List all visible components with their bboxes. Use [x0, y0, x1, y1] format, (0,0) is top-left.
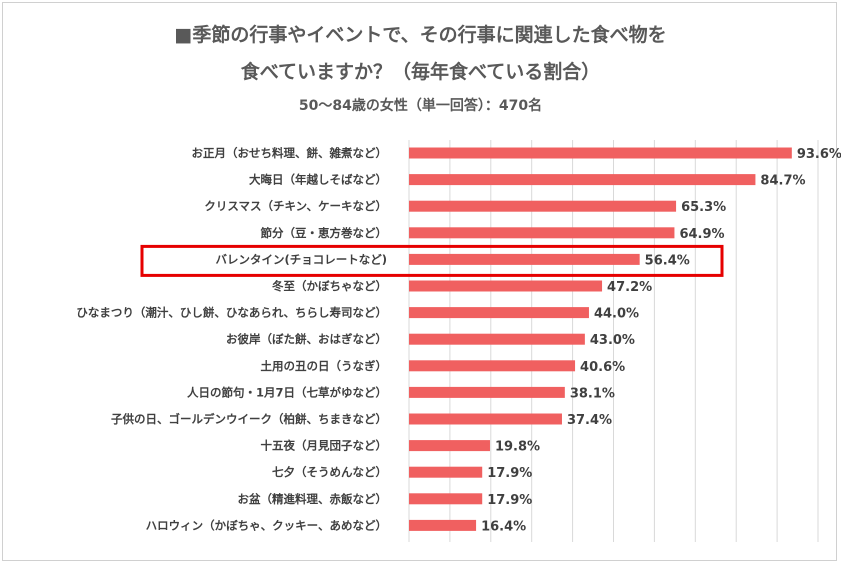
bar	[409, 200, 677, 212]
category-label: 七夕（そうめんなど）	[272, 465, 387, 479]
bar	[409, 253, 640, 265]
chart-subtitle: 50～84歳の女性（単一回答）：470名	[298, 98, 543, 114]
chart-title-line1: ■季節の行事やイベントで、その行事に関連した食べ物を	[174, 24, 667, 46]
category-label: 十五夜（月見団子など）	[261, 439, 388, 453]
bar	[409, 440, 490, 452]
value-label: 43.0%	[590, 333, 635, 348]
category-label: 人日の節句・1月7日（七草がゆなど）	[187, 385, 387, 399]
category-label: 子供の日、ゴールデンウイーク（柏餅、ちまきなど）	[111, 412, 387, 426]
bar	[409, 386, 565, 398]
bar	[409, 360, 576, 372]
value-label: 44.0%	[594, 307, 639, 322]
value-label: 84.7%	[760, 174, 805, 189]
category-label: クリスマス（チキン、ケーキなど）	[204, 199, 387, 213]
highlight-box	[140, 244, 724, 277]
category-label: お正月（おせち料理、餅、雑煮など）	[192, 146, 388, 160]
value-label: 37.4%	[567, 413, 612, 428]
value-label: 17.9%	[487, 493, 532, 508]
value-label: 65.3%	[681, 200, 726, 215]
bar	[409, 333, 585, 345]
category-label: お盆（精進料理、赤飯など）	[238, 492, 388, 506]
bar	[409, 227, 675, 239]
value-label: 19.8%	[495, 440, 540, 455]
bar	[409, 174, 756, 186]
category-label: 土用の丑の日（うなぎ）	[261, 359, 388, 373]
category-label: お彼岸（ぼた餅、おはぎなど）	[226, 332, 387, 346]
category-label: 大晦日（年越しそばなど）	[249, 173, 387, 187]
bar	[409, 413, 562, 425]
value-label: 93.6%	[797, 147, 841, 162]
bar	[409, 466, 483, 478]
bar	[409, 493, 483, 505]
value-label: 17.9%	[487, 466, 532, 481]
bar	[409, 147, 792, 159]
value-label: 16.4%	[481, 519, 526, 534]
category-label: 節分（豆・恵方巻など）	[260, 226, 388, 240]
value-label: 56.4%	[645, 253, 690, 268]
value-label: 38.1%	[570, 386, 615, 401]
bar	[409, 280, 603, 292]
value-label: 40.6%	[580, 360, 625, 375]
category-label: ハロウィン（かぼちゃ、クッキー、あめなど）	[146, 518, 387, 532]
category-label: バレンタイン(チョコレートなど)	[215, 252, 387, 266]
value-label: 47.2%	[607, 280, 652, 295]
bar	[409, 307, 589, 319]
category-label: ひなまつり（潮汁、ひし餅、ひなあられ、ちらし寿司など）	[76, 306, 387, 320]
bar	[409, 519, 477, 531]
chart-title-line2: 食べていますか？（毎年食べている割合）	[240, 61, 601, 83]
category-label: 冬至（かぼちゃなど）	[272, 279, 387, 293]
value-label: 64.9%	[679, 227, 724, 242]
